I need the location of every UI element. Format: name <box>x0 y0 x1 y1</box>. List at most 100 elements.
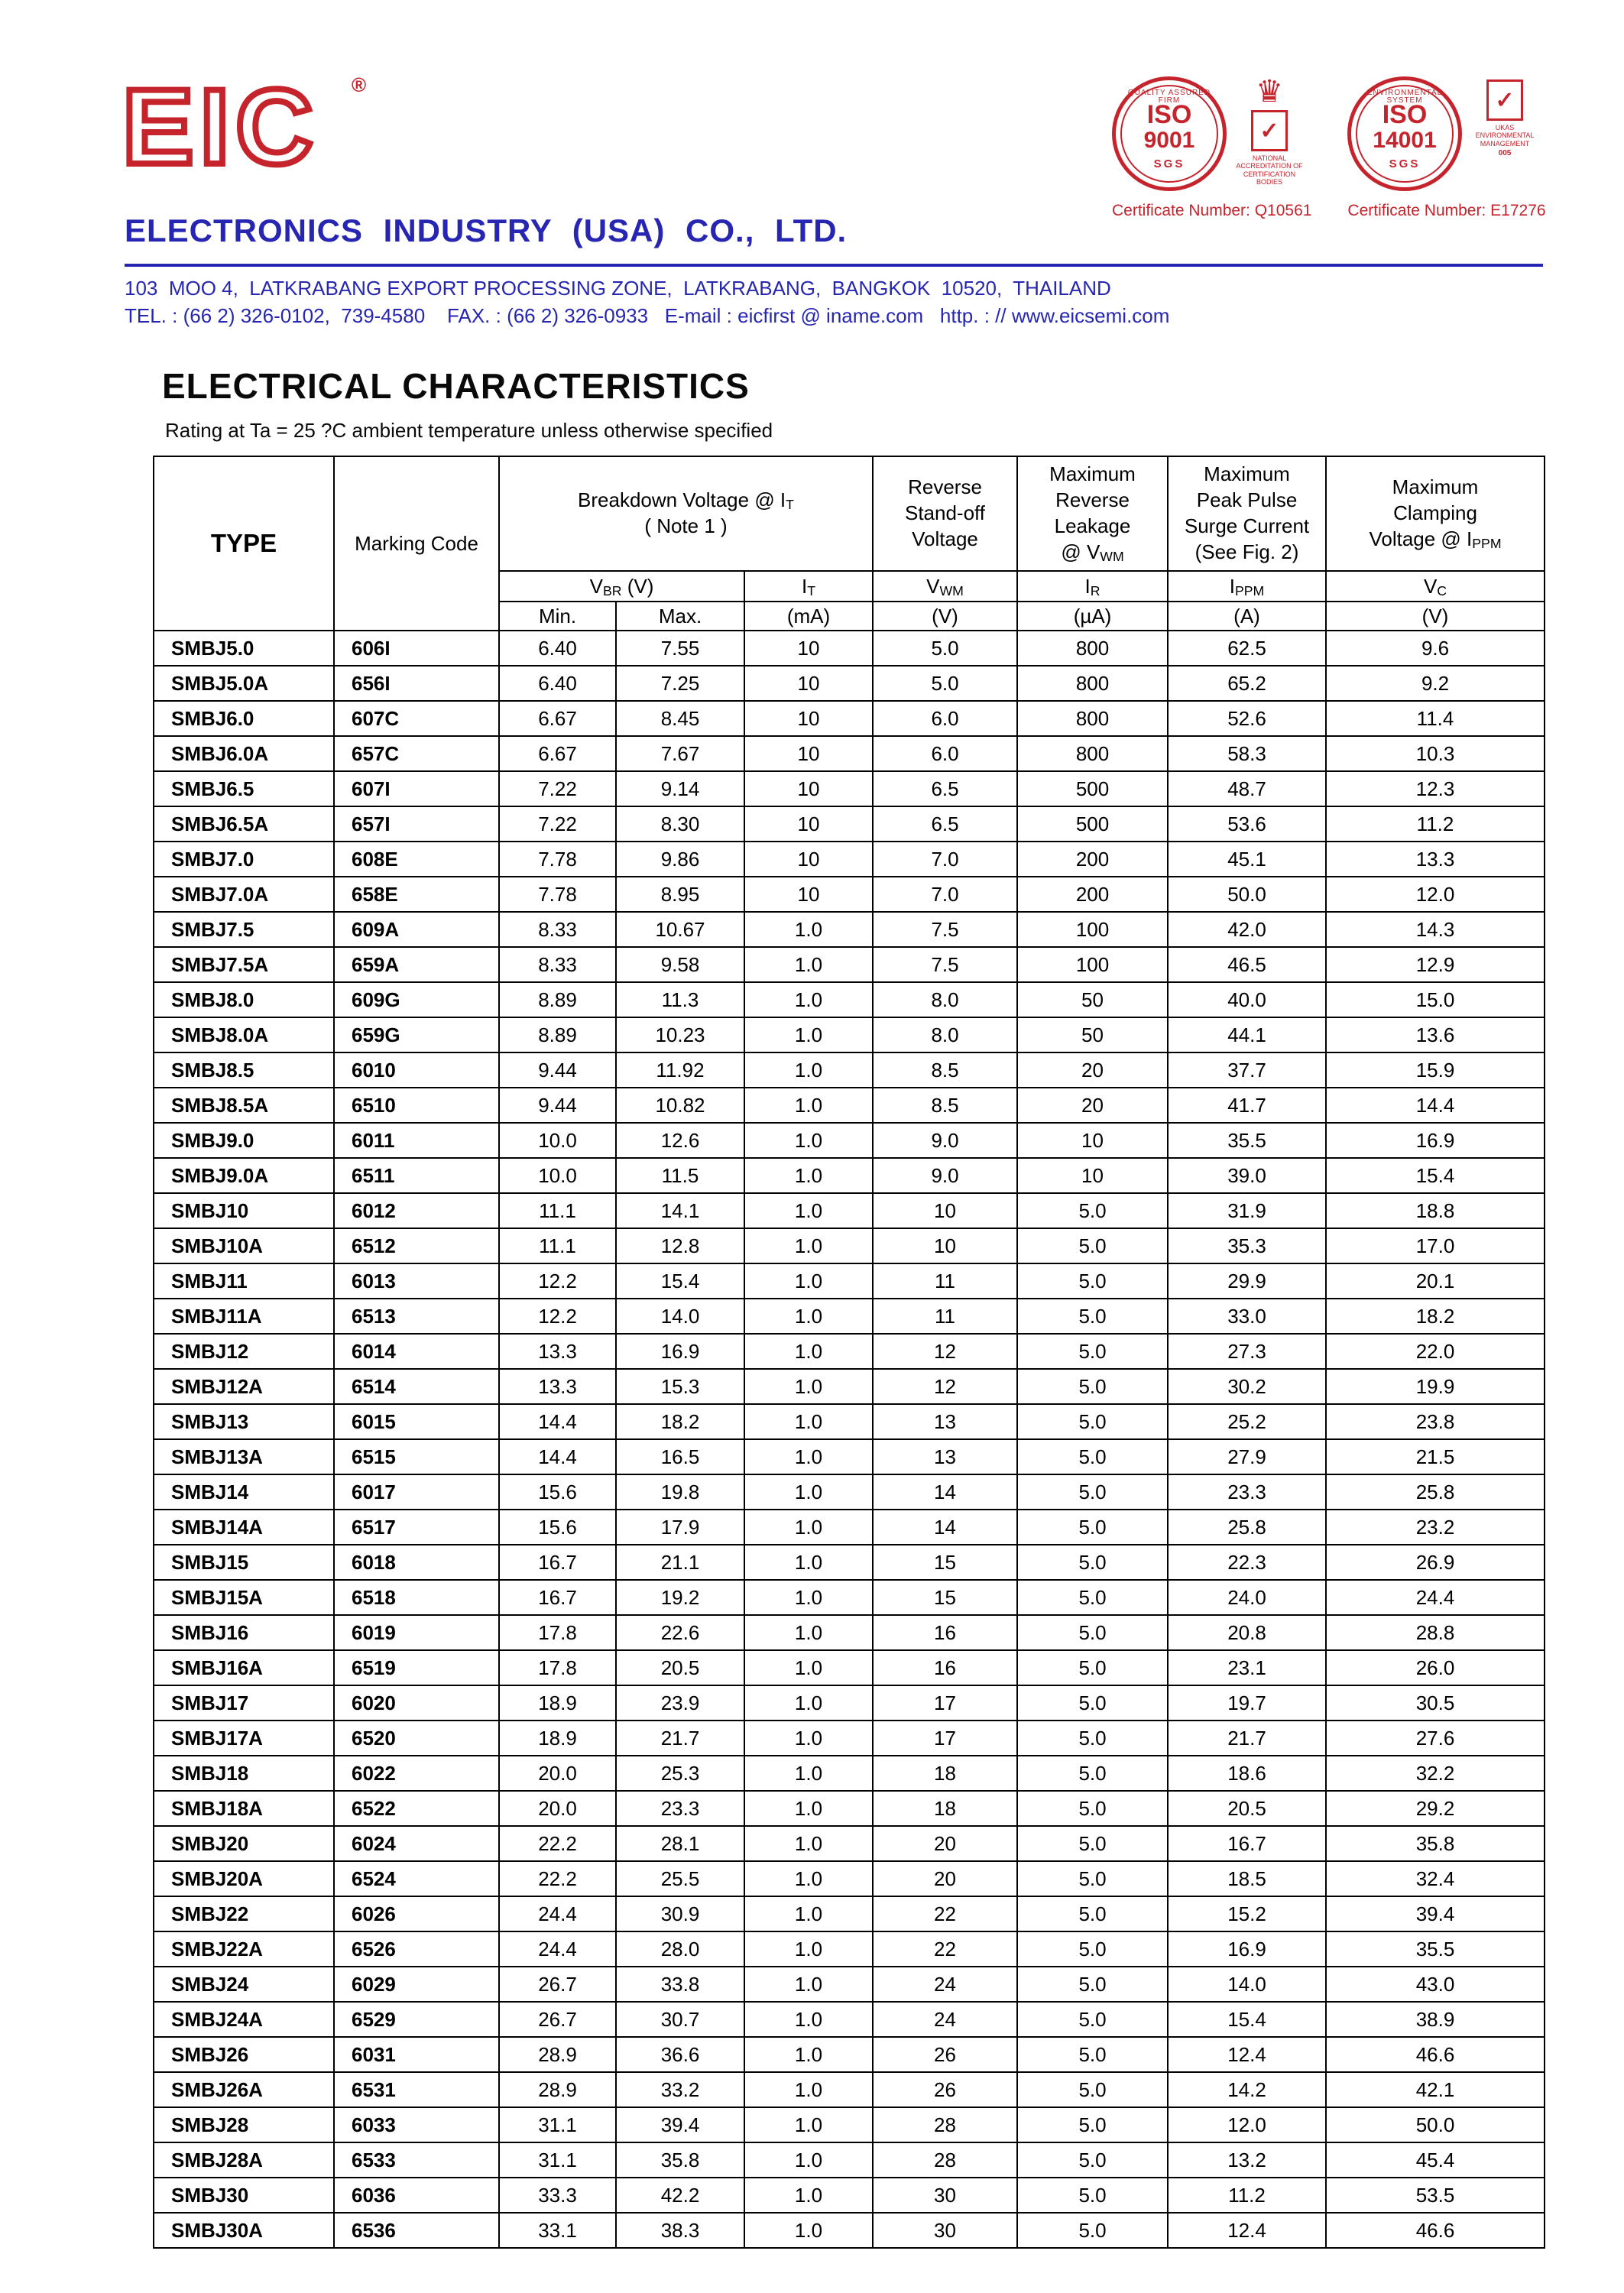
table-cell: 32.4 <box>1325 1860 1546 1897</box>
table-cell: 6019 <box>333 1614 500 1651</box>
table-row: SMBJ24 6029 26.7 33.8 1.0 24 5.0 14.0 43.0 <box>153 1966 1546 2003</box>
table-cell: 200 <box>1016 841 1169 877</box>
table-cell: 22.3 <box>1167 1544 1327 1581</box>
header-line: Reverse <box>908 475 982 499</box>
table-cell: 1.0 <box>743 2142 874 2178</box>
rating-condition-note: Rating at Ta = 25 ?C ambient temperature… <box>165 419 773 442</box>
column-group-header: Maximum Reverse Leakage @ VWM <box>1016 456 1169 572</box>
table-cell: 27.3 <box>1167 1333 1327 1370</box>
table-cell: 6014 <box>333 1333 500 1370</box>
table-cell: 28 <box>872 2107 1019 2143</box>
table-cell: 22.6 <box>615 1614 745 1651</box>
table-cell: 23.9 <box>615 1685 745 1721</box>
table-cell: 35.5 <box>1325 1931 1546 1967</box>
table-cell: 35.8 <box>615 2142 745 2178</box>
table-cell: 50.0 <box>1167 876 1327 913</box>
table-cell: 39.4 <box>1325 1896 1546 1932</box>
table-cell: 7.5 <box>872 911 1019 948</box>
table-cell: SMBJ8.5 <box>153 1052 335 1088</box>
table-cell: 13.6 <box>1325 1017 1546 1053</box>
table-cell: 1.0 <box>743 1192 874 1229</box>
table-cell: 6519 <box>333 1649 500 1686</box>
table-cell: 1.0 <box>743 1790 874 1827</box>
table-cell: 656I <box>333 665 500 702</box>
check-shield-icon: ✓ <box>1486 79 1523 121</box>
table-cell: SMBJ17A <box>153 1720 335 1756</box>
table-cell: 6529 <box>333 2001 500 2038</box>
table-cell: 5.0 <box>1016 1228 1169 1264</box>
table-row: SMBJ5.0A 656I 6.40 7.25 10 5.0 800 65.2 9.2 <box>153 665 1546 702</box>
table-cell: 12.0 <box>1325 876 1546 913</box>
table-row: SMBJ30A 6536 33.1 38.3 1.0 30 5.0 12.4 46.6 <box>153 2212 1546 2249</box>
table-cell: 21.7 <box>1167 1720 1327 1756</box>
table-cell: 7.0 <box>872 841 1019 877</box>
table-cell: 1.0 <box>743 1474 874 1510</box>
table-cell: 46.6 <box>1325 2036 1546 2073</box>
table-cell: 6015 <box>333 1403 500 1440</box>
table-cell: 9.58 <box>615 946 745 983</box>
table-cell: 100 <box>1016 946 1169 983</box>
table-cell: 37.7 <box>1167 1052 1327 1088</box>
table-cell: 16.7 <box>498 1544 617 1581</box>
table-cell: SMBJ20 <box>153 1825 335 1862</box>
table-cell: 19.2 <box>615 1579 745 1616</box>
column-symbol-header: IPPM <box>1167 570 1327 602</box>
table-cell: 30.9 <box>615 1896 745 1932</box>
table-cell: 28.1 <box>615 1825 745 1862</box>
table-cell: 6511 <box>333 1157 500 1194</box>
table-cell: 16 <box>872 1614 1019 1651</box>
table-cell: 6.5 <box>872 770 1019 807</box>
table-cell: 42.1 <box>1325 2071 1546 2108</box>
table-cell: 606I <box>333 630 500 666</box>
table-row: SMBJ13A 6515 14.4 16.5 1.0 13 5.0 27.9 21.5 <box>153 1438 1546 1475</box>
company-contact-line: TEL. : (66 2) 326-0102, 739-4580 FAX. : … <box>125 304 1170 327</box>
table-cell: 6524 <box>333 1860 500 1897</box>
table-cell: 6520 <box>333 1720 500 1756</box>
table-cell: 33.1 <box>498 2212 617 2249</box>
table-cell: 48.7 <box>1167 770 1327 807</box>
table-row: SMBJ22 6026 24.4 30.9 1.0 22 5.0 15.2 39.4 <box>153 1896 1546 1932</box>
table-cell: 6031 <box>333 2036 500 2073</box>
table-row: SMBJ26A 6531 28.9 33.2 1.0 26 5.0 14.2 42.1 <box>153 2071 1546 2108</box>
table-cell: 1.0 <box>743 2071 874 2108</box>
table-cell: 6510 <box>333 1087 500 1124</box>
table-cell: 19.7 <box>1167 1685 1327 1721</box>
table-cell: SMBJ28A <box>153 2142 335 2178</box>
table-cell: SMBJ7.0 <box>153 841 335 877</box>
table-cell: 6020 <box>333 1685 500 1721</box>
table-cell: 607I <box>333 770 500 807</box>
check-shield-icon: ✓ <box>1251 110 1288 151</box>
column-group-header: Maximum Clamping Voltage @ IPPM <box>1325 456 1546 572</box>
table-cell: 6011 <box>333 1122 500 1159</box>
table-cell: 800 <box>1016 735 1169 772</box>
table-cell: 13 <box>872 1438 1019 1475</box>
table-cell: 9.86 <box>615 841 745 877</box>
table-cell: 10.0 <box>498 1157 617 1194</box>
table-cell: 6012 <box>333 1192 500 1229</box>
table-cell: 7.78 <box>498 876 617 913</box>
table-cell: 15.6 <box>498 1474 617 1510</box>
table-cell: 1.0 <box>743 1579 874 1616</box>
table-cell: 5.0 <box>1016 1790 1169 1827</box>
table-cell: 18.9 <box>498 1685 617 1721</box>
table-cell: 1.0 <box>743 1122 874 1159</box>
table-cell: 9.44 <box>498 1052 617 1088</box>
table-cell: 6.0 <box>872 700 1019 737</box>
table-cell: 15 <box>872 1544 1019 1581</box>
table-cell: 10 <box>743 630 874 666</box>
table-cell: 24.4 <box>498 1931 617 1967</box>
table-cell: 657I <box>333 806 500 842</box>
table-cell: 6022 <box>333 1755 500 1792</box>
table-cell: 50.0 <box>1325 2107 1546 2143</box>
table-cell: 50 <box>1016 1017 1169 1053</box>
table-cell: 8.0 <box>872 981 1019 1018</box>
table-cell: 8.0 <box>872 1017 1019 1053</box>
table-row: SMBJ26 6031 28.9 36.6 1.0 26 5.0 12.4 46.6 <box>153 2036 1546 2073</box>
table-cell: 28.8 <box>1325 1614 1546 1651</box>
table-cell: 5.0 <box>1016 2142 1169 2178</box>
table-cell: 52.6 <box>1167 700 1327 737</box>
table-cell: 12.9 <box>1325 946 1546 983</box>
table-cell: 14 <box>872 1509 1019 1545</box>
table-cell: 10 <box>743 665 874 702</box>
table-cell: 12.0 <box>1167 2107 1327 2143</box>
